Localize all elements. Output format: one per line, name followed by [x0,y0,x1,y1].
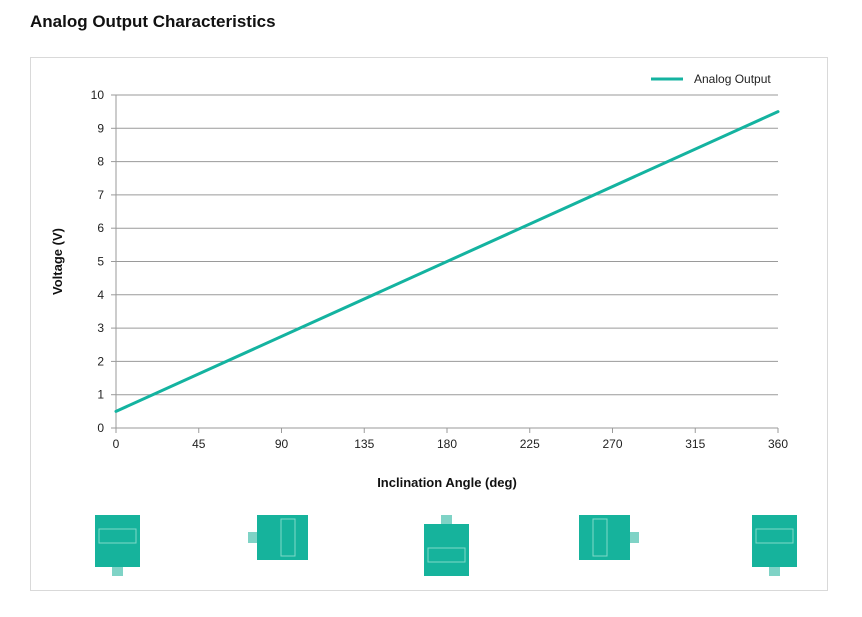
series-line-analog-output [114,110,780,413]
y-tick-label: 5 [97,255,104,269]
sensor-body [95,515,140,567]
x-tick-label: 0 [113,437,120,451]
sensor-orientation-0-icon [95,515,140,576]
x-tick-label: 225 [520,437,540,451]
x-tick-label: 135 [354,437,374,451]
sensor-label-window [280,518,296,557]
sensor-connector [630,532,639,543]
sensor-label-window [427,547,466,563]
sensor-body [424,524,469,576]
sensor-connector [248,532,257,543]
sensor-orientation-90-icon [248,515,308,560]
x-tick-label: 45 [192,437,206,451]
sensor-orientation-360-icon [752,515,797,576]
x-tick-label: 90 [275,437,289,451]
y-tick-label: 3 [97,321,104,335]
sensor-body [579,515,630,560]
legend: Analog Output [651,72,771,86]
x-tick-label: 360 [768,437,788,451]
x-axis-title: Inclination Angle (deg) [377,475,517,490]
sensor-connector [441,515,452,524]
page-title: Analog Output Characteristics [30,12,276,31]
sensor-connector [769,567,780,576]
x-tick-label: 270 [602,437,622,451]
sensor-body [752,515,797,567]
sensor-orientation-180-icon [424,515,469,576]
sensor-label-window [98,528,137,544]
sensor-connector [112,567,123,576]
y-tick-label: 10 [91,88,105,102]
y-tick-label: 0 [97,421,104,435]
y-tick-label: 8 [97,155,104,169]
y-tick-label: 9 [97,121,104,135]
y-tick-label: 7 [97,188,104,202]
y-tick-label: 1 [97,388,104,402]
y-tick-label: 4 [97,288,104,302]
y-tick-label: 6 [97,221,104,235]
sensor-label-window [755,528,794,544]
sensor-label-window [592,518,608,557]
x-tick-label: 180 [437,437,457,451]
chart-panel [30,57,828,591]
y-axis-title: Voltage (V) [50,228,65,295]
sensor-body [257,515,308,560]
x-tick-label: 315 [685,437,705,451]
legend-label: Analog Output [694,72,771,86]
y-tick-label: 2 [97,354,104,368]
sensor-orientation-270-icon [579,515,639,560]
